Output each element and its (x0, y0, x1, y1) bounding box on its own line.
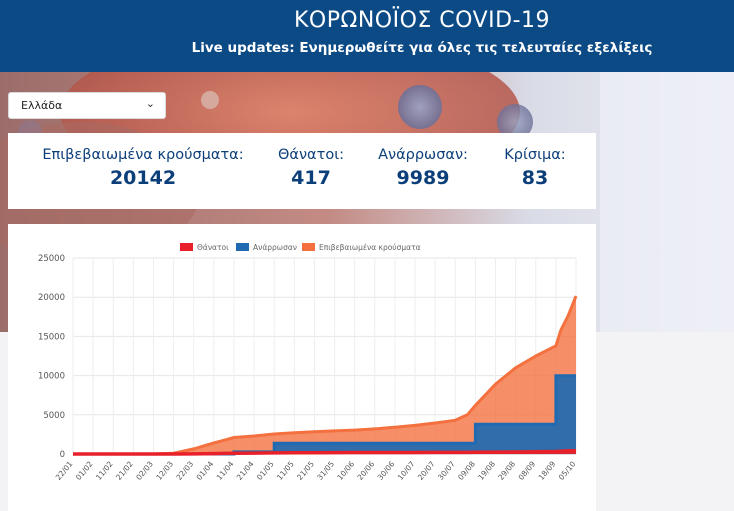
x-tick-label: 21/02 (114, 459, 135, 482)
page-title: ΚΟΡΩΝΟΪΟΣ COVID-19 (294, 8, 550, 33)
x-tick-label: 05/10 (557, 459, 578, 482)
stat-confirmed-value: 20142 (109, 167, 177, 189)
x-tick-label: 21/04 (235, 459, 256, 482)
x-tick-label: 11/04 (215, 459, 236, 482)
stat-recovered-value: 9989 (396, 167, 450, 189)
x-tick-label: 20/07 (416, 459, 437, 482)
x-tick-label: 12/03 (154, 459, 175, 482)
x-tick-label: 22/01 (54, 459, 75, 482)
stat-critical-label: Κρίσιμα: (504, 147, 566, 163)
x-tick-label: 22/03 (174, 459, 195, 482)
x-tick-label: 31/05 (315, 459, 336, 482)
legend-label-recovered: Ανάρρωσαν (253, 243, 297, 252)
x-tick-label: 01/05 (255, 459, 276, 482)
stat-confirmed-label: Επιβεβαιωμένα κρούσματα: (42, 147, 244, 163)
stat-recovered-label: Ανάρρωσαν: (378, 147, 468, 163)
legend-item-confirmed[interactable]: Επιβεβαιωμένα κρούσματα (302, 243, 421, 252)
page-subtitle: Live updates: Ενημερωθείτε για όλες τις … (191, 40, 653, 56)
stat-critical-value: 83 (521, 167, 549, 189)
stat-deaths-label: Θάνατοι: (277, 147, 345, 163)
legend-item-deaths[interactable]: Θάνατοι (180, 243, 229, 252)
y-tick-label: 25000 (38, 254, 65, 264)
x-tick-label: 10/06 (335, 459, 356, 482)
legend-label-confirmed: Επιβεβαιωμένα κρούσματα (319, 243, 421, 252)
x-tick-label: 29/08 (496, 459, 517, 482)
x-tick-label: 18/09 (537, 459, 558, 482)
country-select-value: Ελλάδα (21, 99, 63, 112)
legend-swatch-recovered (236, 243, 249, 251)
country-select[interactable]: Ελλάδα ⌄ (8, 92, 166, 119)
stat-confirmed: Επιβεβαιωμένα κρούσματα: 20142 (38, 147, 248, 189)
series-deaths-line (73, 448, 577, 456)
x-tick-label: 30/07 (436, 459, 457, 482)
x-tick-label: 10/07 (396, 459, 417, 482)
stat-deaths: Θάνατοι: 417 (266, 147, 356, 189)
legend-swatch-confirmed (302, 243, 315, 251)
y-tick-label: 5000 (43, 411, 65, 421)
x-tick-label: 08/09 (516, 459, 537, 482)
x-tick-label: 21/05 (295, 459, 316, 482)
legend-swatch-deaths (180, 243, 193, 251)
legend-item-recovered[interactable]: Ανάρρωσαν (236, 243, 297, 252)
stat-critical: Κρίσιμα: 83 (490, 147, 580, 189)
x-tick-label: 30/06 (376, 459, 397, 482)
x-tick-label: 01/02 (74, 459, 95, 482)
stat-recovered: Ανάρρωσαν: 9989 (373, 147, 473, 189)
chevron-down-icon: ⌄ (145, 97, 155, 110)
x-tick-label: 20/06 (356, 459, 377, 482)
y-tick-label: 20000 (38, 293, 65, 303)
stat-deaths-value: 417 (291, 167, 331, 189)
y-tick-label: 0 (60, 450, 65, 460)
app-header: ΚΟΡΩΝΟΪΟΣ COVID-19 Live updates: Ενημερω… (0, 0, 734, 72)
x-tick-label: 01/04 (195, 459, 216, 482)
x-tick-label: 19/08 (476, 459, 497, 482)
chart-card (8, 224, 596, 511)
x-tick-label: 02/03 (134, 459, 155, 482)
y-tick-label: 10000 (38, 372, 65, 382)
y-tick-label: 15000 (38, 332, 65, 342)
x-tick-label: 09/08 (456, 459, 477, 482)
x-tick-label: 11/05 (275, 459, 296, 482)
legend-label-deaths: Θάνατοι (197, 243, 229, 252)
series-recovered-area (73, 375, 576, 454)
stats-card: Επιβεβαιωμένα κρούσματα: 20142 Θάνατοι: … (8, 133, 596, 209)
x-tick-label: 11/02 (94, 459, 115, 482)
